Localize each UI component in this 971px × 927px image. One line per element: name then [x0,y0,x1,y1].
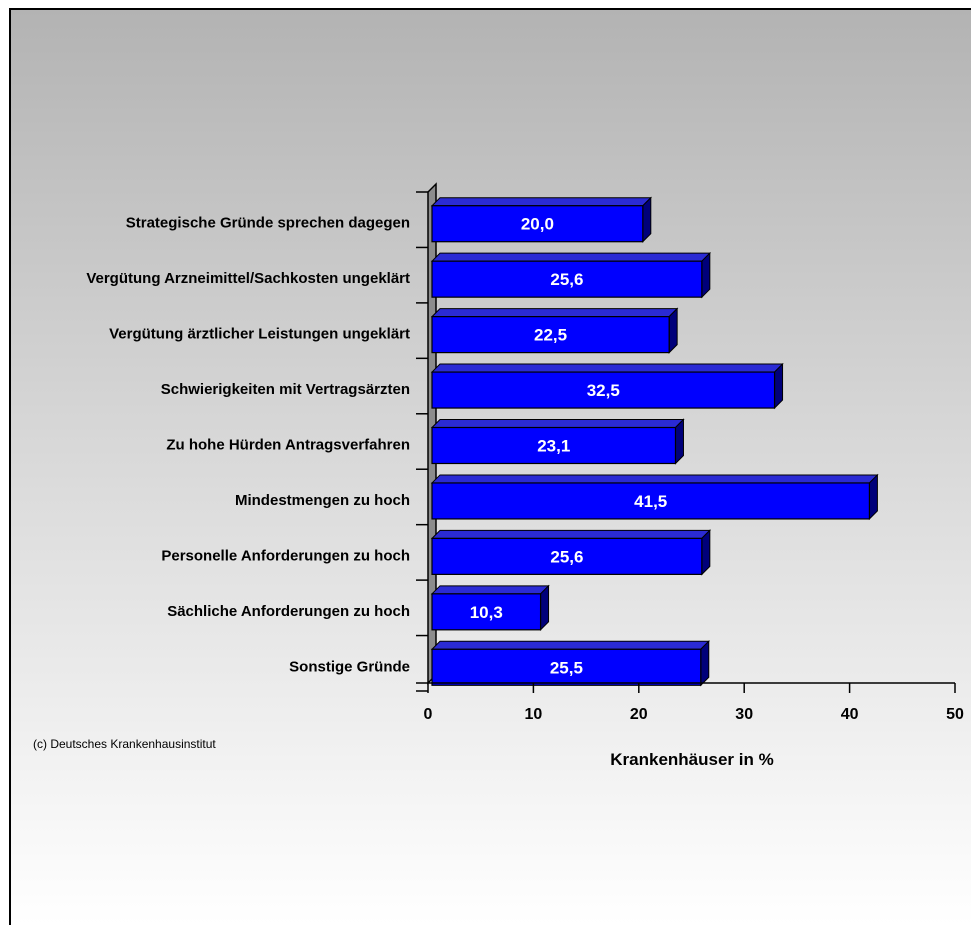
bar-top [430,308,679,318]
bar-side [774,362,784,410]
bar-value-label: 25,5 [550,658,583,677]
chart-frame: 20,0 Strategische Gründe sprechen dagegen… [9,8,971,925]
bar-side [701,529,711,576]
bar-value-label: 32,5 [587,381,620,400]
bar-top [430,363,784,373]
category-label: Mindestmengen zu hoch [235,492,410,509]
bar-value-label: 10,3 [470,603,503,622]
bar [431,426,677,465]
bar-side [668,307,678,354]
bar-top [430,529,712,539]
x-tick-label: 30 [735,706,753,723]
bar-top [430,585,550,595]
bar-top [430,197,653,207]
category-label: Personelle Anforderungen zu hoch [161,547,410,564]
bar [431,260,703,298]
x-tick-label: 40 [841,706,859,723]
category-label: Sonstige Gründe [289,658,410,675]
category-label: Zu hohe Hürden Antragsverfahren [166,437,410,454]
bar-value-label: 23,1 [537,437,570,456]
x-tick-label: 0 [424,706,433,723]
bar [431,648,702,686]
bar-value-label: 20,0 [521,215,554,234]
category-label: Strategische Gründe sprechen dagegen [126,215,410,232]
bar-chart: 20,0 Strategische Gründe sprechen dagegen… [86,182,964,769]
category-label: Sächliche Anforderungen zu hoch [167,603,410,620]
bar-top [430,474,879,484]
category-label: Schwierigkeiten mit Vertragsärzten [161,381,410,398]
x-tick-label: 50 [946,706,964,723]
bar [431,371,776,409]
bar-value-label: 41,5 [634,492,667,511]
x-axis-title: Krankenhäuser in % [610,750,773,769]
bar-side [674,418,684,465]
bar-value-label: 22,5 [534,326,567,345]
bar-side [642,196,652,243]
bar [431,316,670,354]
x-tick-label: 20 [630,706,648,723]
bar-top [430,252,712,262]
bar-top [430,640,710,650]
category-label: Vergütung ärztlicher Leistungen ungeklär… [109,326,410,343]
bar-value-label: 25,6 [550,547,583,566]
bar [431,537,703,575]
bar-side [868,473,878,521]
x-tick-label: 10 [525,706,543,723]
bar [431,482,871,520]
bar [431,593,542,631]
bar [431,205,644,243]
category-label: Vergütung Arzneimittel/Sachkosten ungekl… [86,270,410,287]
bar-top [430,419,685,428]
copyright-note: (c) Deutsches Krankenhausinstitut [33,737,216,751]
bar-value-label: 25,6 [550,270,583,289]
bar-side [701,251,711,299]
bar-side [540,584,550,632]
bar-side [700,640,710,687]
